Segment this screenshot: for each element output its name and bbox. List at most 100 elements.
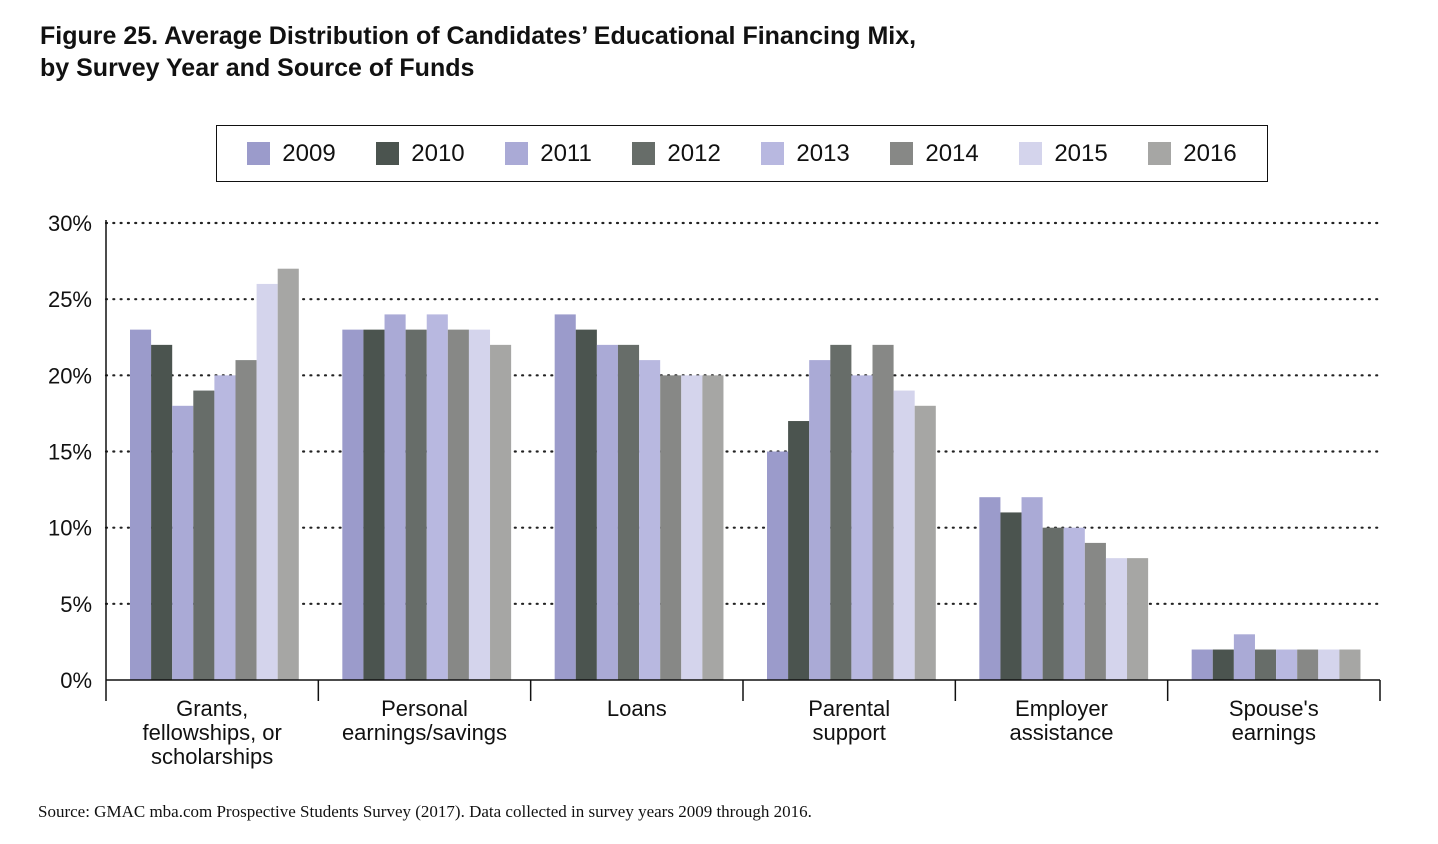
bar-2016-0	[277, 268, 299, 680]
bar-2015-2	[681, 375, 703, 680]
bar-2010-4	[1000, 512, 1022, 680]
bar-2012-2	[617, 344, 640, 680]
legend-label: 2010	[411, 139, 465, 167]
x-category-label-line: scholarships	[151, 744, 273, 769]
y-tick-label: 0%	[60, 668, 92, 693]
legend-item-2013: 2013	[761, 139, 850, 168]
legend-swatch	[1019, 142, 1043, 165]
bar-chart: 0% 5% 10% 15% 20% 25% 30% Grants, fellowships, o…	[48, 211, 1382, 769]
legend-swatch	[632, 142, 656, 165]
x-category-label-line: Loans	[607, 696, 667, 721]
bar-2016-1	[490, 344, 512, 680]
legend-label: 2013	[796, 139, 850, 167]
y-tick-label: 10%	[48, 516, 92, 541]
bar-2013-3	[851, 375, 873, 680]
legend-item-2016: 2016	[1148, 139, 1237, 168]
x-category-label: Grants, fellowships, or scholarships	[142, 696, 281, 769]
legend-label: 2015	[1054, 139, 1108, 167]
x-category-label-line: assistance	[1010, 720, 1114, 745]
legend-label: 2016	[1183, 139, 1237, 167]
x-category-label-line: earnings/savings	[342, 720, 507, 745]
bar-2013-2	[639, 360, 661, 680]
x-category-label-line: Grants,	[176, 696, 248, 721]
bar-2014-4	[1084, 542, 1106, 680]
legend-item-2012: 2012	[632, 139, 721, 168]
bar-2009-4	[979, 497, 1001, 680]
legend-item-2011: 2011	[505, 140, 592, 168]
legend-label: 2012	[667, 139, 721, 167]
legend-item-2015: 2015	[1019, 139, 1108, 168]
bar-2014-3	[872, 344, 894, 680]
bar-2010-1	[363, 329, 385, 680]
legend-swatch	[1148, 142, 1172, 165]
bar-2012-1	[405, 329, 427, 680]
bar-2015-5	[1318, 649, 1340, 680]
bar-2011-3	[809, 360, 831, 680]
bar-2016-4	[1127, 558, 1149, 680]
bar-2009-5	[1191, 649, 1213, 680]
bar-2013-0	[214, 375, 236, 680]
bar-2011-4	[1021, 497, 1043, 680]
x-category-label-line: earnings	[1232, 720, 1316, 745]
bar-2015-1	[468, 329, 491, 680]
x-category-label: Spouse's earnings	[1229, 696, 1319, 745]
bar-2010-5	[1212, 649, 1234, 680]
legend-item-2014: 2014	[890, 139, 979, 168]
bar-2013-4	[1063, 527, 1085, 680]
legend-item-2010: 2010	[376, 139, 465, 168]
x-category-label-line: Employer	[1015, 696, 1108, 721]
bar-2016-5	[1339, 649, 1361, 680]
y-tick-label: 15%	[48, 440, 92, 465]
x-category-label: Personal earnings/savings	[342, 696, 507, 745]
bar-2009-1	[342, 329, 364, 680]
y-tick-label: 5%	[60, 592, 92, 617]
bar-2009-2	[554, 314, 576, 680]
x-category-label-line: support	[812, 720, 885, 745]
y-tick-label: 20%	[48, 363, 92, 388]
x-category-label: Loans	[607, 696, 667, 721]
legend-swatch	[376, 142, 400, 165]
x-category-label: Employer assistance	[1010, 696, 1114, 745]
bar-2014-5	[1297, 649, 1319, 680]
bar-2011-2	[596, 344, 618, 680]
bar-2013-5	[1276, 649, 1298, 680]
bar-2012-5	[1254, 649, 1277, 680]
bar-2016-2	[702, 375, 724, 680]
bar-2014-0	[235, 360, 257, 680]
chart-legend: 2009 2010 2011 2012 2013 2014 2015 2016	[216, 125, 1268, 182]
legend-swatch	[505, 142, 529, 165]
bar-2015-0	[256, 283, 278, 680]
source-note: Source: GMAC mba.com Prospective Student…	[38, 802, 812, 821]
y-tick-label: 25%	[48, 287, 92, 312]
chart-title-line-1: Figure 25. Average Distribution of Candi…	[40, 22, 917, 50]
legend-swatch	[890, 142, 914, 165]
bar-2015-3	[893, 390, 915, 680]
bar-2014-1	[447, 329, 469, 680]
bar-2013-1	[426, 314, 448, 680]
legend-swatch	[247, 142, 271, 165]
chart-title: Figure 25. Average Distribution of Candi…	[40, 20, 916, 84]
bar-2009-3	[767, 451, 789, 680]
bar-2016-3	[914, 405, 936, 680]
bar-2010-3	[788, 421, 810, 680]
bar-2012-0	[193, 390, 215, 680]
legend-label: 2014	[925, 139, 979, 167]
legend-label: 2011	[540, 139, 592, 167]
x-category-label-line: Spouse's	[1229, 696, 1319, 721]
bar-2011-1	[384, 314, 406, 680]
bar-2010-0	[151, 344, 173, 680]
bar-2012-3	[830, 344, 852, 680]
y-tick-label: 30%	[48, 211, 92, 236]
x-category-label-line: Parental	[808, 696, 890, 721]
bar-2014-2	[660, 375, 682, 680]
legend-swatch	[761, 142, 785, 165]
legend-label: 2009	[282, 139, 336, 167]
bar-2010-2	[575, 329, 597, 680]
bar-2011-5	[1233, 634, 1255, 680]
x-category-label-line: fellowships, or	[142, 720, 281, 745]
bar-2015-4	[1105, 558, 1128, 680]
bar-2009-0	[130, 329, 152, 680]
chart-title-line-2: by Survey Year and Source of Funds	[40, 54, 475, 82]
x-category-label: Parental support	[808, 696, 890, 745]
x-category-label-line: Personal	[381, 696, 468, 721]
